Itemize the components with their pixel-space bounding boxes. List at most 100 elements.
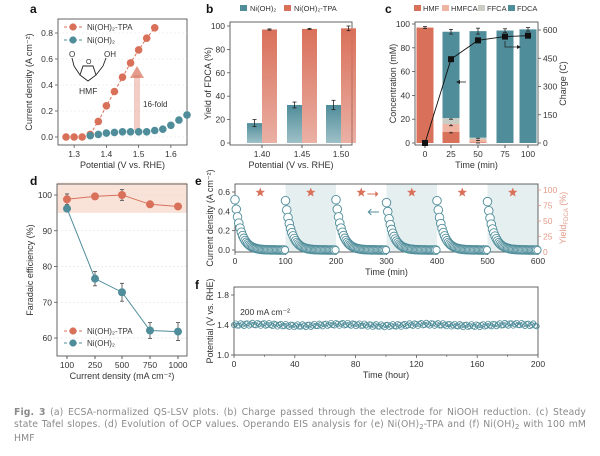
hmf-bar-segment	[416, 27, 434, 143]
tpa-data-point	[146, 200, 154, 209]
y-tick-label: 0.2	[41, 106, 53, 116]
y-tick-label: 0.6	[41, 54, 53, 64]
x-tick-label: 0	[233, 256, 238, 266]
y-tick-label: 0	[220, 138, 225, 148]
x-axis-title: Potential (V vs. RHE)	[80, 160, 165, 170]
hmf-molecule-icon	[71, 57, 107, 82]
caption-sub-1: 2	[419, 423, 424, 431]
x-tick-label: 750	[143, 360, 157, 370]
panel-label: c	[385, 2, 392, 16]
x-tick-label: 40	[290, 359, 300, 369]
potential-data-point	[371, 322, 378, 329]
base-data-point	[142, 128, 151, 136]
y-tick-label: 0.4	[41, 80, 53, 90]
bond	[71, 57, 75, 67]
legend-tpa: Ni(OH)₂-TPA	[87, 327, 133, 336]
y-tick-label: 0.8	[41, 28, 53, 38]
y-tick-label: 0.0	[41, 132, 53, 142]
base-bar	[287, 104, 302, 143]
current-data-point	[381, 197, 392, 208]
y-tick-label: 1.8	[217, 290, 229, 300]
x-axis-title: Time (min)	[365, 267, 408, 277]
right-axis-arrow	[504, 41, 518, 48]
y-tick-label: 0.4	[218, 206, 230, 216]
legend-marker	[69, 327, 77, 335]
y-axis-title: Concentration (mM)	[388, 44, 398, 124]
hmf-bar-segment	[442, 131, 460, 143]
base-data-point	[63, 204, 71, 213]
base-bar	[247, 123, 262, 143]
base-data-point	[174, 327, 182, 336]
legend-marker	[69, 36, 77, 44]
y-tick-label: 100	[38, 190, 52, 200]
base-bar	[326, 104, 341, 143]
y-tick-label: 40	[401, 90, 411, 100]
y-tick-label: 80	[401, 43, 411, 53]
current-data-point	[482, 245, 492, 255]
star-marker	[457, 187, 467, 197]
x-tick-label: 100	[60, 360, 74, 370]
tpa-bar	[341, 28, 356, 144]
y-tick-label: 0.2	[218, 226, 230, 236]
legend-swatch	[240, 5, 247, 11]
x-tick-label: 80	[351, 359, 361, 369]
tpa-data-point	[150, 24, 159, 32]
y-axis-title: Yield of FDCA (%)	[203, 47, 213, 120]
charge-point	[525, 32, 531, 39]
y-tick-label: 100	[396, 19, 410, 29]
right-axis-arrowhead	[375, 191, 379, 197]
x-axis-title: Time (min)	[455, 160, 498, 170]
current-data-point	[332, 204, 343, 214]
x-tick-label: 1.4	[100, 149, 112, 159]
panel-f: 1.0 1.4 1.8 0 40 80 120 160 200 200 mA cm⁻² Time (…	[195, 278, 545, 380]
x-tick-label: 25	[446, 149, 456, 159]
legend-label: Ni(OH)₂	[250, 4, 276, 13]
y-tick-label: 300	[543, 82, 557, 92]
legend-tpa: Ni(OH)₂-TPA	[87, 23, 133, 32]
base-data-point	[146, 326, 154, 335]
molecule-label: HMF	[79, 86, 97, 96]
legend-swatch	[284, 5, 291, 11]
x-tick-label: 200	[531, 359, 545, 369]
tpa-data-point	[102, 102, 111, 110]
left-axis-arrowhead	[367, 208, 372, 216]
y-tick-label: 0.6	[218, 187, 230, 197]
base-data-point	[94, 130, 103, 139]
caption-label: Fig. 3	[14, 407, 46, 418]
x-tick-label: 75	[500, 149, 510, 159]
current-data-point	[482, 196, 493, 207]
legend-base: Ni(OH)₂	[87, 339, 115, 348]
charge-point	[502, 33, 508, 40]
x-tick-label: 1.45	[294, 149, 311, 159]
fold-annotation: 16-fold	[143, 100, 167, 109]
tpa-data-point	[70, 133, 78, 141]
tpa-data-point	[142, 34, 151, 42]
right-axis-arrowhead	[517, 45, 521, 49]
potential-data-point	[533, 323, 540, 330]
hmfca-bar-segment	[442, 123, 460, 132]
y-tick-label: 60	[401, 67, 411, 77]
y-tick-label: 90	[43, 226, 53, 236]
tpa-data-point	[134, 46, 143, 54]
fdca-bar-segment	[519, 29, 537, 144]
legend-swatch	[478, 5, 485, 11]
y-axis-title: Current density (A cm⁻²)	[205, 169, 215, 266]
base-data-point	[150, 126, 159, 135]
tpa-data-point	[110, 87, 119, 96]
fold-arrow-shaft	[134, 75, 140, 130]
tpa-data-point	[63, 195, 71, 204]
current-data-point	[230, 194, 240, 205]
legend-base: Ni(OH)₂	[87, 36, 115, 45]
fdca-bar-segment	[469, 31, 487, 138]
x-tick-label: 400	[430, 256, 444, 266]
x-tick-label: 500	[480, 256, 494, 266]
fold-arrow-head	[130, 66, 144, 78]
base-data-point	[167, 121, 175, 130]
legend-label: HMF	[423, 4, 440, 13]
panel-c: 0 20 40 60 80 100 0 150 300 450 600 0 25 50 75 100 Time …	[385, 2, 568, 170]
atom-label: OH	[104, 50, 116, 59]
charge-point	[422, 140, 428, 146]
